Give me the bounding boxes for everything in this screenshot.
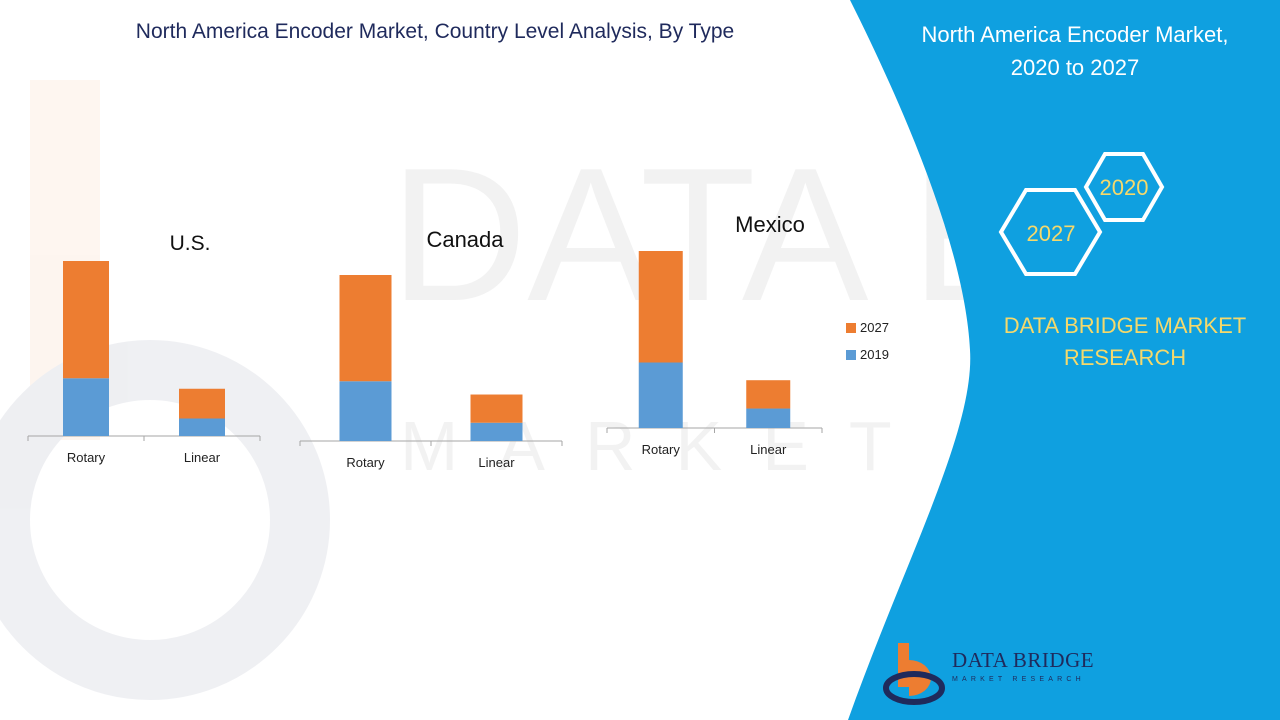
legend: 2027 2019: [846, 320, 889, 362]
bar-mexico-linear-2027: [746, 380, 791, 409]
bar-us-linear-2027: [179, 388, 225, 419]
brand-text: DATA BRIDGE MARKET RESEARCH: [985, 310, 1265, 374]
logo-bowl: [909, 660, 931, 696]
chart-title-canada: Canada: [426, 227, 504, 252]
hex-label-2027: 2027: [1027, 221, 1076, 246]
x-tick-label-us-rotary: Rotary: [67, 450, 106, 465]
watermark-logo-circle: [0, 340, 330, 700]
chart-us: U.S. Rotary Linear: [27, 232, 261, 465]
logo-bar: [898, 643, 909, 687]
side-panel-title: North America Encoder Market, 2020 to 20…: [890, 18, 1260, 84]
legend-label-2027: 2027: [860, 320, 889, 335]
logo-mark: [883, 643, 945, 705]
hexagon-2027: [998, 188, 1103, 276]
legend-label-2019: 2019: [860, 347, 889, 362]
chart-canada: Canada Rotary Linear: [299, 227, 563, 470]
bar-us-rotary-2027: [63, 261, 109, 379]
logo-name: DATA BRIDGE: [952, 648, 1095, 672]
chart-title-mexico: Mexico: [735, 212, 805, 237]
brand-line1: DATA BRIDGE MARKET: [1003, 313, 1247, 338]
x-tick-label-canada-rotary: Rotary: [346, 455, 385, 470]
hex-label-2020: 2020: [1100, 175, 1149, 200]
x-tick-label-us-linear: Linear: [184, 450, 221, 465]
legend-swatch-2019: [846, 350, 856, 360]
bar-us-rotary-2019: [63, 378, 109, 436]
side-panel: [848, 0, 1280, 720]
bar-canada-rotary-2027: [339, 275, 392, 382]
brand-line2: RESEARCH: [1063, 345, 1187, 370]
chart-title-us: U.S.: [170, 232, 211, 255]
legend-swatch-2027: [846, 323, 856, 333]
page-title: North America Encoder Market, Country Le…: [135, 20, 735, 43]
bar-canada-linear-2019: [470, 422, 523, 441]
bar-canada-rotary-2019: [339, 381, 392, 441]
bar-mexico-rotary-2027: [638, 251, 683, 363]
bar-mexico-rotary-2019: [638, 362, 683, 428]
logo-swoosh: [883, 671, 945, 705]
x-tick-label-canada-linear: Linear: [478, 455, 515, 470]
hexagon-2020: [1083, 152, 1165, 222]
bar-canada-linear-2027: [470, 394, 523, 423]
x-tick-label-mexico-rotary: Rotary: [642, 442, 681, 457]
bar-mexico-linear-2019: [746, 408, 791, 428]
side-title-line1: North America Encoder Market,: [921, 22, 1229, 47]
logo-subtitle: MARKET RESEARCH: [952, 676, 1085, 683]
side-title-line2: 2020 to 2027: [1010, 55, 1140, 80]
bar-us-linear-2019: [179, 418, 225, 436]
chart-mexico: Mexico Rotary Linear: [606, 212, 823, 457]
x-tick-label-mexico-linear: Linear: [750, 442, 787, 457]
